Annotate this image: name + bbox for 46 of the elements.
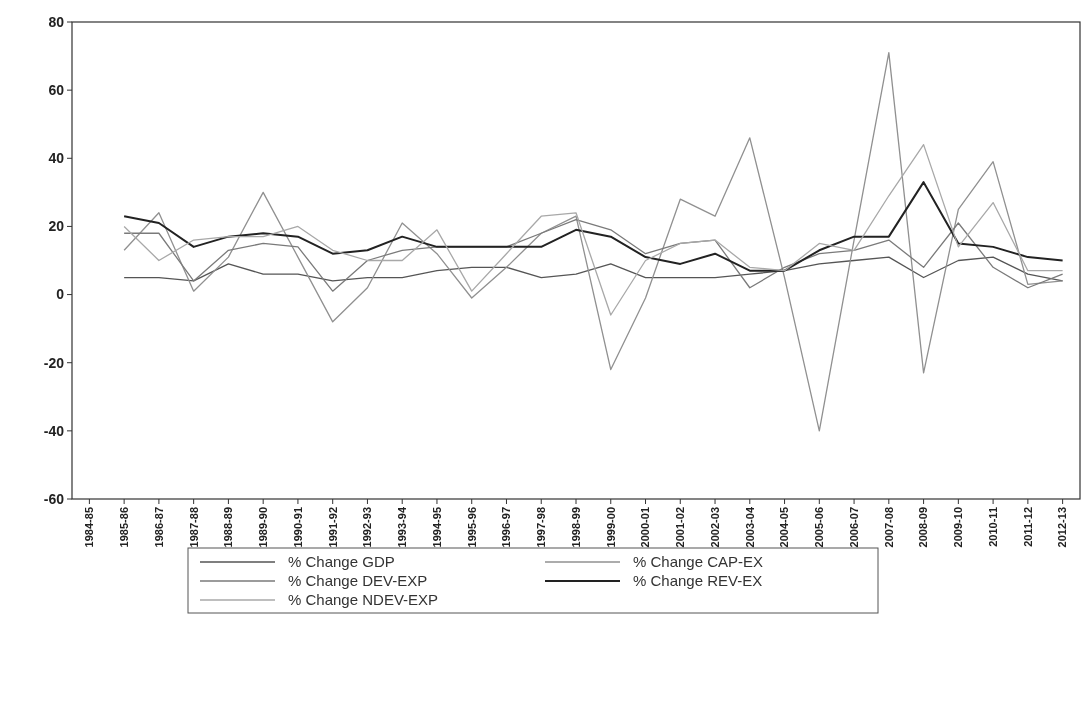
y-tick-label: 0 <box>56 286 65 303</box>
x-tick-label: 1988-89 <box>222 507 235 548</box>
legend-label: % Change REV-EX <box>633 572 763 590</box>
y-tick-label: -60 <box>43 490 65 507</box>
x-tick-label: 1985-86 <box>117 507 130 548</box>
x-tick-label: 2005-06 <box>813 507 826 548</box>
x-tick-label: 1990-91 <box>291 507 304 548</box>
legend-label: % Change CAP-EX <box>633 553 764 571</box>
x-tick-label: 1992-93 <box>361 507 374 548</box>
x-tick-label: 1993-94 <box>396 506 409 548</box>
line-series <box>123 144 1064 316</box>
x-tick-label: 2003-04 <box>743 506 756 548</box>
y-tick-label: 40 <box>48 150 65 167</box>
x-tick-label: 1995-96 <box>465 507 478 548</box>
x-tick-label: 2010-11 <box>986 507 999 547</box>
legend-label: % Change GDP <box>288 553 395 571</box>
y-tick-label: 80 <box>48 13 65 30</box>
x-tick-label: 1997-98 <box>535 507 548 548</box>
x-tick-label: 1984-85 <box>83 507 96 548</box>
x-tick-label: 2002-03 <box>708 507 721 548</box>
x-tick-label: 2006-07 <box>847 507 860 548</box>
line-series <box>123 52 1064 432</box>
x-tick-label: 1996-97 <box>500 507 513 548</box>
legend-label: % Change NDEV-EXP <box>288 591 439 609</box>
y-tick-label: -20 <box>43 354 65 371</box>
x-tick-label: 1991-92 <box>326 507 339 548</box>
x-tick-label: 1987-88 <box>187 507 200 548</box>
line-series <box>123 218 1064 292</box>
y-tick-label: 60 <box>48 82 65 99</box>
x-tick-label: 1986-87 <box>152 507 165 548</box>
x-tick-label: 2012-13 <box>1056 507 1069 548</box>
x-tick-label: 2001-02 <box>674 507 687 548</box>
x-tick-label: 2007-08 <box>882 507 895 548</box>
y-tick-label: 20 <box>48 218 65 235</box>
x-tick-label: 2011-12 <box>1021 507 1034 547</box>
y-tick-label: -40 <box>43 422 65 439</box>
x-tick-label: 2004-05 <box>778 507 791 548</box>
line-series <box>123 181 1064 272</box>
x-tick-label: 1999-00 <box>604 507 617 548</box>
legend-label: % Change DEV-EXP <box>288 572 428 590</box>
x-tick-label: 1989-90 <box>257 507 270 548</box>
x-tick-label: 1998-99 <box>569 507 582 548</box>
x-tick-label: 2000-01 <box>639 507 652 548</box>
x-tick-label: 1994-95 <box>430 507 443 548</box>
x-tick-label: 2009-10 <box>952 507 965 548</box>
x-tick-label: 2008-09 <box>917 507 930 548</box>
